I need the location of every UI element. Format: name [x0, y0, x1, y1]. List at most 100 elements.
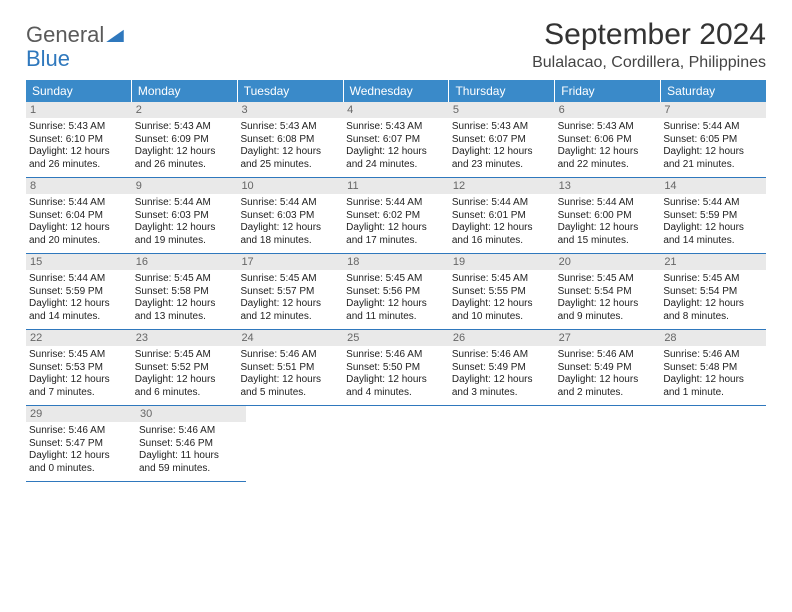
sunset-line: Sunset: 6:07 PM — [346, 134, 446, 147]
daylight-line: and 25 minutes. — [240, 159, 340, 172]
dayhead-monday: Monday — [132, 80, 238, 102]
daylight-line: Daylight: 12 hours — [663, 222, 763, 235]
sunset-line: Sunset: 6:03 PM — [240, 210, 340, 223]
daylight-line: Daylight: 12 hours — [29, 298, 129, 311]
daylight-line: Daylight: 12 hours — [240, 298, 340, 311]
day-cell: 21 Sunrise: 5:45 AMSunset: 5:54 PMDayligh… — [660, 254, 766, 329]
dayhead-wednesday: Wednesday — [344, 80, 450, 102]
sunset-line: Sunset: 6:04 PM — [29, 210, 129, 223]
daylight-line: Daylight: 12 hours — [558, 146, 658, 159]
day-cell: 13Sunrise: 5:44 AMSunset: 6:00 PMDayligh… — [555, 178, 661, 253]
day-cell: 8Sunrise: 5:44 AMSunset: 6:04 PMDaylight… — [26, 178, 132, 253]
daylight-line: Daylight: 12 hours — [452, 298, 552, 311]
sunset-line: Sunset: 5:54 PM — [558, 286, 658, 299]
sunrise-line: Sunrise: 5:46 AM — [452, 349, 552, 362]
sunset-line: Sunset: 5:49 PM — [452, 362, 552, 375]
daylight-line: Daylight: 12 hours — [452, 374, 552, 387]
logo: GeneralBlue — [26, 18, 124, 72]
daylight-line: and 11 minutes. — [346, 311, 446, 324]
sunrise-line: Sunrise: 5:46 AM — [240, 349, 340, 362]
sunrise-line: Sunrise: 5:44 AM — [663, 121, 763, 134]
sunrise-line: Sunrise: 5:43 AM — [558, 121, 658, 134]
daylight-line: and 13 minutes. — [135, 311, 235, 324]
sunrise-line: Sunrise: 5:46 AM — [558, 349, 658, 362]
daylight-line: Daylight: 12 hours — [663, 298, 763, 311]
sunset-line: Sunset: 5:54 PM — [663, 286, 763, 299]
sunrise-line: Sunrise: 5:46 AM — [346, 349, 446, 362]
daylight-line: and 7 minutes. — [29, 387, 129, 400]
sunrise-line: Sunrise: 5:44 AM — [346, 197, 446, 210]
day-number: 13 — [555, 178, 661, 194]
daylight-line: and 24 minutes. — [346, 159, 446, 172]
day-number: 12 — [449, 178, 555, 194]
day-cell: 27Sunrise: 5:46 AMSunset: 5:49 PMDayligh… — [555, 330, 661, 405]
day-cell: 23Sunrise: 5:45 AMSunset: 5:52 PMDayligh… — [132, 330, 238, 405]
daylight-line: and 26 minutes. — [29, 159, 129, 172]
sunrise-line: Sunrise: 5:44 AM — [29, 273, 129, 286]
daylight-line: Daylight: 12 hours — [346, 298, 446, 311]
day-number: 23 — [132, 330, 238, 346]
daylight-line: Daylight: 12 hours — [135, 146, 235, 159]
logo-text-blue: Blue — [26, 46, 124, 72]
daylight-line: and 2 minutes. — [558, 387, 658, 400]
sunset-line: Sunset: 6:03 PM — [135, 210, 235, 223]
week-row: 29Sunrise: 5:46 AMSunset: 5:47 PMDayligh… — [26, 406, 766, 481]
sunrise-line: Sunrise: 5:45 AM — [663, 273, 763, 286]
day-number: 22 — [26, 330, 132, 346]
sunrise-line: Sunrise: 5:43 AM — [346, 121, 446, 134]
daylight-line: and 22 minutes. — [558, 159, 658, 172]
day-number: 6 — [555, 102, 661, 118]
dayhead-sunday: Sunday — [26, 80, 132, 102]
daylight-line: and 6 minutes. — [135, 387, 235, 400]
daylight-line: and 59 minutes. — [139, 463, 243, 476]
daylight-line: and 16 minutes. — [452, 235, 552, 248]
day-cell: 20Sunrise: 5:45 AMSunset: 5:54 PMDayligh… — [555, 254, 661, 329]
sunset-line: Sunset: 6:08 PM — [240, 134, 340, 147]
daylight-line: Daylight: 12 hours — [29, 222, 129, 235]
daylight-line: Daylight: 12 hours — [240, 374, 340, 387]
dayhead-friday: Friday — [555, 80, 661, 102]
day-number: 21 — [660, 254, 766, 270]
daylight-line: Daylight: 12 hours — [29, 450, 133, 463]
daylight-line: Daylight: 12 hours — [452, 222, 552, 235]
daylight-line: Daylight: 12 hours — [558, 298, 658, 311]
day-number: 19 — [449, 254, 555, 270]
daylight-line: and 3 minutes. — [452, 387, 552, 400]
day-number: 2 — [132, 102, 238, 118]
daylight-line: Daylight: 12 hours — [135, 298, 235, 311]
day-cell: 1Sunrise: 5:43 AMSunset: 6:10 PMDaylight… — [26, 102, 132, 177]
day-number: 3 — [237, 102, 343, 118]
sunrise-line: Sunrise: 5:45 AM — [346, 273, 446, 286]
sunset-line: Sunset: 5:48 PM — [663, 362, 763, 375]
day-cell: 6 Sunrise: 5:43 AMSunset: 6:06 PMDaylight… — [555, 102, 661, 177]
daylight-line: and 15 minutes. — [558, 235, 658, 248]
day-cell: 5Sunrise: 5:43 AMSunset: 6:07 PMDaylight… — [449, 102, 555, 177]
day-number: 10 — [237, 178, 343, 194]
day-number: 26 — [449, 330, 555, 346]
daylight-line: Daylight: 12 hours — [346, 374, 446, 387]
sunrise-line: Sunrise: 5:45 AM — [135, 349, 235, 362]
sunset-line: Sunset: 6:06 PM — [558, 134, 658, 147]
day-cell: 3Sunrise: 5:43 AMSunset: 6:08 PMDaylight… — [237, 102, 343, 177]
daylight-line: and 19 minutes. — [135, 235, 235, 248]
header: GeneralBlue September 2024 Bulalacao, Co… — [26, 18, 766, 72]
empty-cell — [662, 406, 766, 481]
sunset-line: Sunset: 5:59 PM — [663, 210, 763, 223]
sunrise-line: Sunrise: 5:43 AM — [135, 121, 235, 134]
daylight-line: and 20 minutes. — [29, 235, 129, 248]
week-row: 8Sunrise: 5:44 AMSunset: 6:04 PMDaylight… — [26, 178, 766, 254]
day-cell: 17Sunrise: 5:45 AMSunset: 5:57 PMDayligh… — [237, 254, 343, 329]
day-cell: 26 Sunrise: 5:46 AMSunset: 5:49 PMDayligh… — [449, 330, 555, 405]
logo-line1: General — [26, 22, 124, 48]
sunrise-line: Sunrise: 5:45 AM — [240, 273, 340, 286]
day-number: 7 — [660, 102, 766, 118]
day-cell: 29Sunrise: 5:46 AMSunset: 5:47 PMDayligh… — [26, 406, 136, 482]
day-cell: 14Sunrise: 5:44 AMSunset: 5:59 PMDayligh… — [660, 178, 766, 253]
daylight-line: and 14 minutes. — [663, 235, 763, 248]
sunrise-line: Sunrise: 5:46 AM — [29, 425, 133, 438]
sunrise-line: Sunrise: 5:45 AM — [29, 349, 129, 362]
sunset-line: Sunset: 5:57 PM — [240, 286, 340, 299]
sunset-line: Sunset: 5:53 PM — [29, 362, 129, 375]
calendar-page: GeneralBlue September 2024 Bulalacao, Co… — [0, 0, 792, 491]
sunset-line: Sunset: 5:59 PM — [29, 286, 129, 299]
